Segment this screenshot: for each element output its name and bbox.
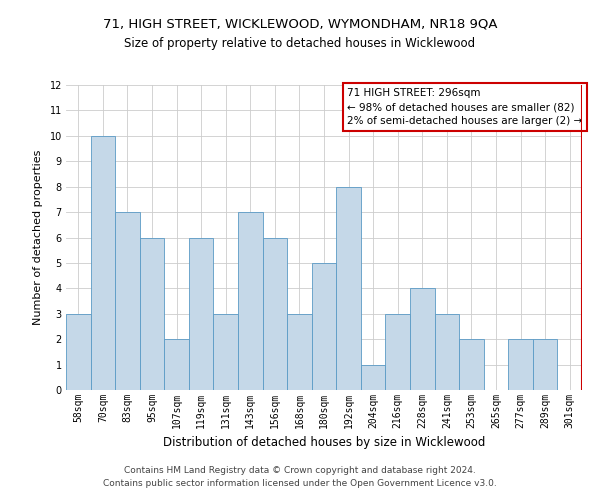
Bar — [459, 339, 484, 390]
Bar — [361, 364, 385, 390]
Text: Size of property relative to detached houses in Wicklewood: Size of property relative to detached ho… — [124, 38, 476, 51]
Bar — [214, 314, 238, 390]
Bar — [140, 238, 164, 390]
Bar — [91, 136, 115, 390]
Y-axis label: Number of detached properties: Number of detached properties — [32, 150, 43, 325]
Bar — [434, 314, 459, 390]
Text: 71 HIGH STREET: 296sqm
← 98% of detached houses are smaller (82)
2% of semi-deta: 71 HIGH STREET: 296sqm ← 98% of detached… — [347, 88, 583, 126]
Bar — [385, 314, 410, 390]
Text: 71, HIGH STREET, WICKLEWOOD, WYMONDHAM, NR18 9QA: 71, HIGH STREET, WICKLEWOOD, WYMONDHAM, … — [103, 18, 497, 30]
Bar — [336, 186, 361, 390]
Bar — [533, 339, 557, 390]
Bar — [263, 238, 287, 390]
Bar — [410, 288, 434, 390]
Bar — [508, 339, 533, 390]
Bar — [238, 212, 263, 390]
Bar — [164, 339, 189, 390]
Bar — [189, 238, 214, 390]
Bar — [287, 314, 312, 390]
Bar — [115, 212, 140, 390]
X-axis label: Distribution of detached houses by size in Wicklewood: Distribution of detached houses by size … — [163, 436, 485, 450]
Bar — [312, 263, 336, 390]
Bar — [66, 314, 91, 390]
Text: Contains HM Land Registry data © Crown copyright and database right 2024.
Contai: Contains HM Land Registry data © Crown c… — [103, 466, 497, 487]
